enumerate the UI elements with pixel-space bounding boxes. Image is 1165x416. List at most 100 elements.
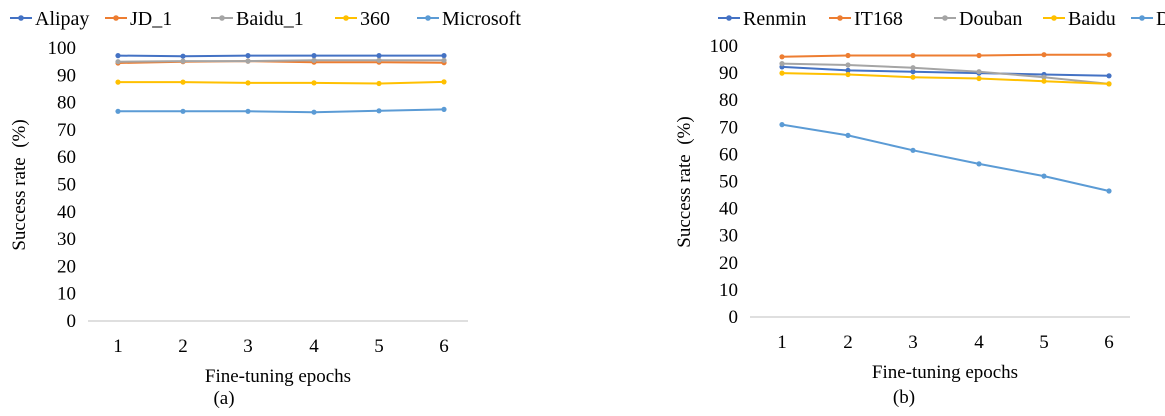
y-tick-label: 50 — [719, 172, 738, 193]
data-point-360 — [115, 79, 121, 85]
x-tick-label: 2 — [843, 332, 853, 353]
y-tick-label: 40 — [57, 202, 76, 223]
legend-item-douban: Douban — [934, 8, 1022, 30]
series-line-it168 — [781, 53, 1109, 58]
y-tick-label: 80 — [719, 90, 738, 111]
series-line-alipay — [117, 54, 444, 58]
y-axis-title: Success rate (%) — [9, 119, 30, 250]
legend-item-360: 360 — [335, 8, 390, 30]
data-point-baidu — [910, 74, 916, 80]
y-tick-label: 90 — [57, 65, 76, 86]
y-tick-label: 30 — [719, 226, 738, 247]
chart-panel-2: 0 10 20 30 40 50 60 70 80 90 100 1 2 3 4 5 6 Renmin IT168 D… — [674, 8, 1165, 408]
y-tick-label: 20 — [719, 253, 738, 274]
data-point-it168 — [845, 52, 851, 59]
data-point-it168 — [1041, 52, 1047, 58]
legend-marker — [726, 15, 732, 21]
y-tick-label: 40 — [719, 199, 738, 220]
data-point-baidu_1 — [376, 57, 382, 63]
y-tick-label: 10 — [57, 284, 76, 305]
y-tick-label: 10 — [719, 280, 738, 301]
data-point-baidu — [845, 71, 851, 78]
series-line-renmin — [781, 65, 1110, 77]
data-point-microsoft — [115, 108, 121, 114]
data-point-douban — [845, 62, 851, 68]
data-point-360 — [311, 80, 317, 86]
data-point-dajie — [1106, 188, 1112, 194]
data-point-alipay — [180, 53, 186, 59]
y-tick-label: 0 — [729, 307, 739, 328]
x-tick-label: 4 — [974, 332, 984, 353]
legend-label: JD_1 — [130, 8, 172, 30]
data-point-baidu — [779, 70, 785, 76]
legend-item-alipay: Alipay — [10, 8, 89, 30]
data-point-alipay — [441, 53, 447, 59]
data-point-alipay — [311, 53, 317, 59]
series-line-dajie — [781, 123, 1110, 192]
y-tick-label: 60 — [719, 144, 738, 165]
data-point-renmin — [1106, 73, 1112, 79]
data-point-douban — [1041, 74, 1047, 80]
data-point-renmin — [910, 69, 916, 75]
series-line-360 — [118, 80, 445, 85]
data-point-360 — [376, 80, 382, 87]
legend-label: Dajie — [1156, 8, 1165, 30]
legend-item-jd_1: JD_1 — [105, 8, 172, 30]
legend-label: Microsoft — [442, 8, 521, 30]
data-point-microsoft — [376, 108, 382, 114]
data-point-microsoft — [441, 106, 447, 112]
legend-label: Renmin — [743, 8, 806, 30]
legend-label: Douban — [959, 8, 1022, 30]
x-tick-label: 3 — [243, 336, 253, 357]
y-axis-title: Success rate (%) — [674, 116, 695, 247]
data-point-microsoft — [180, 108, 186, 114]
legend-marker — [1051, 15, 1057, 21]
legend-item-baidu_1: Baidu_1 — [211, 8, 304, 30]
series-line-baidu — [781, 72, 1110, 85]
chart-panel-1: 0 10 20 30 40 50 60 70 80 90 100 1 2 3 4 5 6 Alipay JD_1 Ba… — [9, 8, 521, 409]
data-point-baidu — [976, 75, 982, 82]
legend-marker — [837, 15, 843, 21]
data-point-douban — [976, 69, 982, 75]
legend-label: Baidu_1 — [236, 8, 304, 30]
legend-marker — [113, 15, 119, 21]
data-point-dajie — [1041, 173, 1047, 179]
data-point-baidu_1 — [115, 59, 121, 65]
y-tick-label: 100 — [48, 38, 77, 59]
data-point-baidu_1 — [180, 58, 186, 64]
data-point-douban — [779, 61, 785, 67]
series-line-baidu_1 — [117, 59, 444, 63]
y-tick-label: 60 — [57, 147, 76, 168]
y-tick-label: 100 — [710, 36, 739, 57]
data-point-baidu_1 — [441, 57, 447, 63]
legend-item-renmin: Renmin — [718, 8, 806, 30]
legend-label: Baidu — [1068, 8, 1116, 30]
data-point-baidu — [1041, 78, 1047, 84]
y-tick-label: 70 — [719, 117, 738, 138]
x-tick-label: 1 — [113, 336, 123, 357]
x-tick-label: 2 — [178, 336, 188, 357]
series-line-douban — [781, 62, 1110, 85]
panel-label: (b) — [893, 387, 915, 408]
legend-marker — [1139, 15, 1145, 21]
x-axis-title: Fine-tuning epochs — [872, 362, 1018, 383]
legend-item-microsoft: Microsoft — [417, 8, 521, 30]
legend-marker — [425, 15, 431, 21]
data-point-it168 — [1106, 52, 1112, 58]
x-tick-label: 4 — [309, 336, 319, 357]
data-point-alipay — [115, 53, 121, 59]
data-point-it168 — [779, 54, 785, 60]
x-tick-label: 6 — [1104, 332, 1114, 353]
data-point-dajie — [779, 122, 785, 128]
x-tick-label: 1 — [777, 332, 787, 353]
y-tick-label: 20 — [57, 256, 76, 277]
legend-label: IT168 — [854, 8, 903, 30]
legend-item-it168: IT168 — [829, 8, 903, 30]
data-point-baidu_1 — [311, 57, 317, 63]
data-point-douban — [910, 65, 916, 71]
y-tick-label: 70 — [57, 120, 76, 141]
data-point-360 — [180, 79, 186, 85]
data-point-baidu — [1106, 81, 1112, 87]
